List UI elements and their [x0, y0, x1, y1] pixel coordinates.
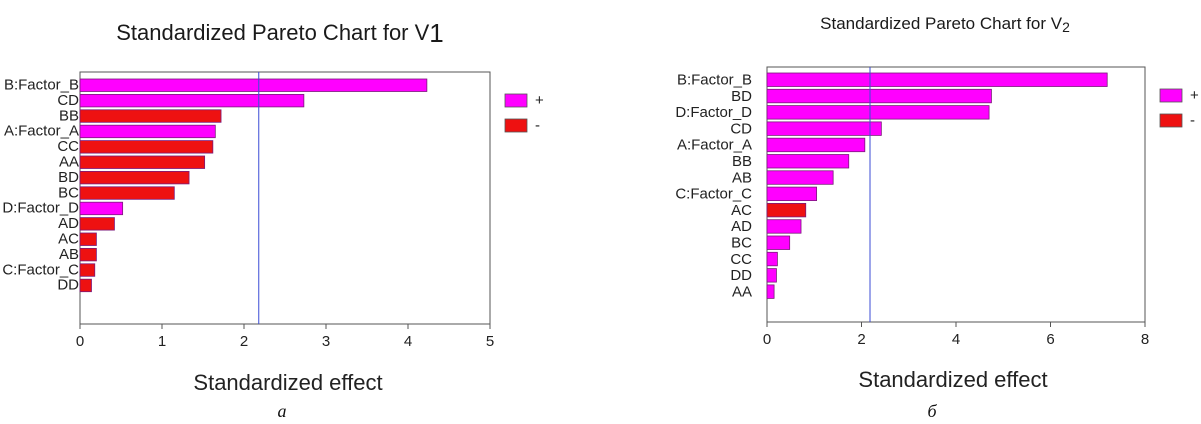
category-label: D:Factor_D	[2, 200, 79, 217]
x-tick-label: 8	[1141, 331, 1149, 348]
x-tick-label: 2	[240, 333, 248, 350]
x-tick-label: 0	[76, 333, 84, 350]
category-label: AA	[59, 154, 79, 171]
chart-title: Standardized Pareto Chart for V2	[820, 14, 1070, 35]
bar-cd	[766, 121, 882, 136]
x-axis-label: Standardized effect	[193, 370, 382, 395]
figure-caption: а	[278, 401, 287, 421]
category-label: AA	[732, 283, 752, 300]
legend-swatch	[504, 93, 528, 108]
legend-label: -	[1190, 112, 1195, 129]
category-label: CC	[730, 251, 752, 268]
bar-ab	[79, 247, 97, 262]
figure-caption: б	[927, 401, 937, 421]
category-label: AB	[59, 246, 79, 263]
category-label: AC	[58, 231, 79, 248]
x-tick-label: 3	[322, 333, 330, 350]
bar-b-factor-b	[79, 78, 428, 92]
x-tick-label: 4	[404, 333, 412, 350]
legend-label: +	[535, 92, 544, 109]
legend-label: +	[1190, 87, 1199, 104]
x-tick-label: 2	[857, 331, 865, 348]
bar-ad	[79, 217, 115, 231]
legend-swatch	[504, 118, 528, 133]
bar-cc	[766, 251, 778, 267]
bar-bc	[766, 235, 791, 250]
legend-label: -	[535, 117, 540, 134]
legend-swatch	[1159, 88, 1183, 103]
category-label: DD	[57, 277, 79, 294]
chart-title: Standardized Pareto Chart for V1	[116, 18, 444, 48]
category-label: BB	[732, 153, 752, 170]
x-axis-label: Standardized effect	[858, 367, 1047, 392]
chart-1: Standardized Pareto Chart for V1B:Factor…	[2, 18, 544, 421]
category-label: BD	[731, 88, 752, 105]
chart-title-subscript: 2	[1062, 19, 1070, 35]
category-label: BC	[731, 235, 752, 252]
bar-bb	[766, 154, 850, 169]
x-tick-label: 5	[486, 333, 494, 350]
category-label: C:Factor_C	[675, 186, 752, 203]
category-label: B:Factor_B	[4, 77, 79, 94]
category-label: A:Factor_A	[4, 123, 79, 140]
bar-ac	[79, 232, 97, 246]
category-label: DD	[730, 267, 752, 284]
x-tick-label: 4	[952, 331, 960, 348]
bar-bd	[79, 170, 190, 185]
bar-a-factor-a	[79, 124, 216, 139]
x-tick-label: 6	[1046, 331, 1054, 348]
category-label: BB	[59, 107, 79, 124]
category-label: CC	[57, 138, 79, 155]
bar-c-factor-c	[79, 263, 96, 277]
bar-dd	[79, 278, 92, 293]
category-label: CD	[730, 120, 752, 137]
bar-ad	[766, 219, 802, 234]
category-label: CD	[57, 92, 79, 109]
category-label: A:Factor_A	[677, 137, 752, 154]
bar-bc	[79, 186, 175, 200]
bar-d-factor-d	[79, 201, 124, 216]
category-label: B:Factor_B	[677, 72, 752, 89]
bar-cd	[79, 94, 305, 108]
chart-title-subscript: 1	[429, 18, 443, 48]
bar-aa	[79, 155, 206, 169]
bar-ab	[766, 170, 834, 185]
bar-dd	[766, 268, 777, 283]
category-label: BC	[58, 184, 79, 201]
bar-d-factor-d	[766, 105, 990, 120]
bar-bd	[766, 88, 992, 104]
category-label: BD	[58, 169, 79, 186]
x-tick-label: 0	[763, 331, 771, 348]
bar-c-factor-c	[766, 186, 818, 202]
chart-2: Standardized Pareto Chart for V2B:Factor…	[675, 14, 1199, 421]
chart-title-main: Standardized Pareto Chart for V	[116, 20, 429, 45]
category-label: AB	[732, 169, 752, 186]
bar-aa	[766, 284, 775, 299]
category-label: AD	[731, 218, 752, 235]
category-label: AC	[731, 202, 752, 219]
x-tick-label: 1	[158, 333, 166, 350]
category-label: D:Factor_D	[675, 104, 752, 121]
bar-ac	[766, 202, 807, 218]
bar-cc	[79, 140, 214, 154]
chart-title-main: Standardized Pareto Chart for V	[820, 14, 1063, 33]
category-label: AD	[58, 215, 79, 232]
bar-bb	[79, 109, 222, 123]
bar-a-factor-a	[766, 137, 866, 153]
legend-swatch	[1159, 113, 1183, 128]
bar-b-factor-b	[766, 72, 1108, 87]
category-label: C:Factor_C	[2, 261, 79, 278]
